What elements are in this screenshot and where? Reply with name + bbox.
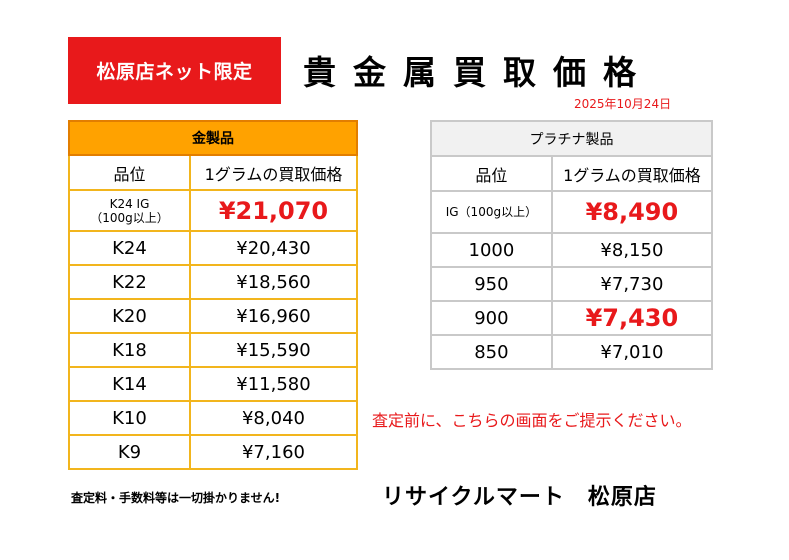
- table-row: K14 ¥11,580: [68, 366, 359, 402]
- store-name: リサイクルマート 松原店: [382, 485, 657, 510]
- table-row: IG（100g以上） ¥8,490: [430, 190, 714, 234]
- platinum-price: ¥8,150: [550, 232, 714, 268]
- platinum-grade: 900: [430, 300, 553, 336]
- gold-price: ¥18,560: [188, 264, 359, 300]
- platinum-col-grade: 品位: [430, 155, 553, 192]
- platinum-table-header: プラチナ製品: [430, 120, 713, 157]
- table-row: 950 ¥7,730: [430, 266, 714, 302]
- platinum-price: ¥7,730: [550, 266, 714, 302]
- table-row: 1000 ¥8,150: [430, 232, 714, 268]
- gold-price-table: 金製品 品位 1グラムの買取価格 K24 IG （100g以上） ¥21,070…: [68, 120, 359, 470]
- gold-price: ¥20,430: [188, 230, 359, 266]
- platinum-col-price: 1グラムの買取価格: [550, 155, 714, 192]
- no-fee-note: 査定料・手数料等は一切掛かりません!: [71, 491, 281, 505]
- platinum-price: ¥7,010: [550, 334, 714, 370]
- table-row: K24 ¥20,430: [68, 230, 359, 266]
- table-row: K9 ¥7,160: [68, 434, 359, 470]
- gold-grade: K18: [68, 332, 191, 368]
- gold-grade: K10: [68, 400, 191, 436]
- gold-price: ¥8,040: [188, 400, 359, 436]
- gold-grade: K24 IG （100g以上）: [68, 189, 191, 232]
- gold-grade: K20: [68, 298, 191, 334]
- table-row: K20 ¥16,960: [68, 298, 359, 334]
- gold-col-price: 1グラムの買取価格: [188, 154, 359, 191]
- platinum-grade: 1000: [430, 232, 553, 268]
- table-row: K22 ¥18,560: [68, 264, 359, 300]
- platinum-price: ¥7,430: [550, 300, 714, 336]
- platinum-grade: 850: [430, 334, 553, 370]
- platinum-price: ¥8,490: [550, 190, 714, 234]
- gold-price: ¥21,070: [188, 189, 359, 232]
- table-row: K10 ¥8,040: [68, 400, 359, 436]
- gold-grade: K14: [68, 366, 191, 402]
- present-screen-notice: 査定前に、こちらの画面をご提示ください。: [372, 411, 692, 430]
- table-row: 850 ¥7,010: [430, 334, 714, 370]
- gold-grade: K24: [68, 230, 191, 266]
- gold-table-header: 金製品: [68, 120, 358, 156]
- gold-col-grade: 品位: [68, 154, 191, 191]
- store-limited-badge: 松原店ネット限定: [68, 37, 281, 104]
- gold-price: ¥7,160: [188, 434, 359, 470]
- gold-price: ¥15,590: [188, 332, 359, 368]
- gold-price: ¥11,580: [188, 366, 359, 402]
- platinum-grade: 950: [430, 266, 553, 302]
- table-row: K24 IG （100g以上） ¥21,070: [68, 189, 359, 232]
- gold-grade: K22: [68, 264, 191, 300]
- table-row: K18 ¥15,590: [68, 332, 359, 368]
- table-row: 900 ¥7,430: [430, 300, 714, 336]
- platinum-price-table: プラチナ製品 品位 1グラムの買取価格 IG（100g以上） ¥8,490 10…: [430, 120, 714, 370]
- gold-price: ¥16,960: [188, 298, 359, 334]
- platinum-grade: IG（100g以上）: [430, 190, 553, 234]
- page-title: 貴金属買取価格: [303, 53, 653, 92]
- price-date: 2025年10月24日: [574, 97, 672, 111]
- gold-grade: K9: [68, 434, 191, 470]
